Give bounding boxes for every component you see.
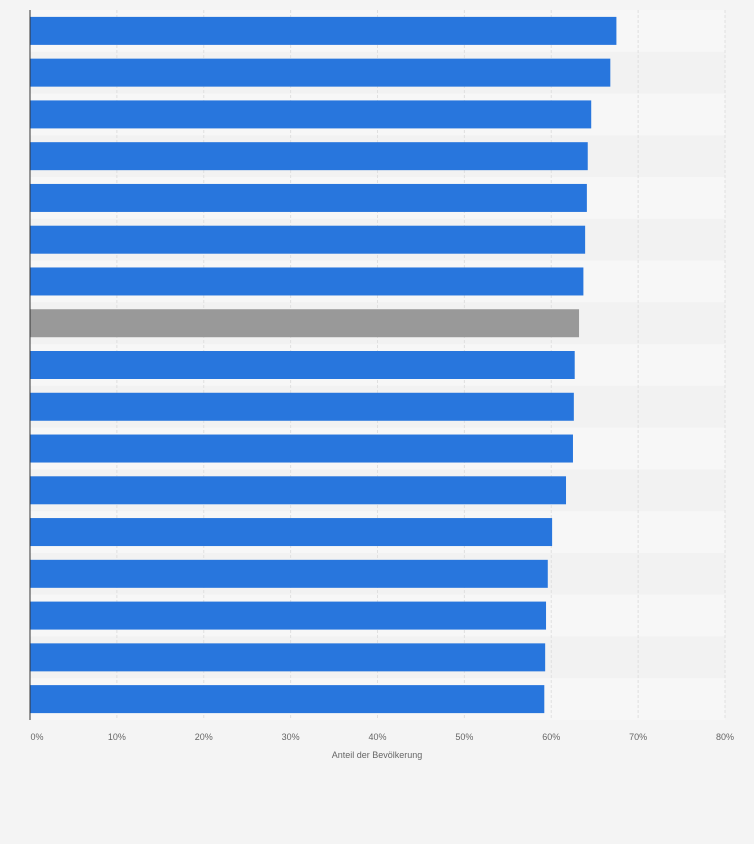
bar[interactable] [30,601,547,630]
bar[interactable] [30,643,546,672]
x-tick-label: 80% [716,732,734,742]
bars [30,16,617,714]
bar[interactable] [30,518,553,547]
bar[interactable] [30,100,592,129]
bar[interactable] [30,183,587,212]
x-tick-label: 70% [629,732,647,742]
bar[interactable] [30,476,567,505]
bar-highlighted[interactable] [30,309,580,338]
bar[interactable] [30,434,573,463]
x-tick-label: 40% [368,732,386,742]
bar[interactable] [30,392,574,421]
bar[interactable] [30,225,586,254]
x-tick-label: 0% [30,732,43,742]
x-axis-title: Anteil der Bevölkerung [332,750,423,760]
bar[interactable] [30,16,617,45]
bar[interactable] [30,351,575,379]
bar[interactable] [30,58,611,87]
x-tick-labels: 0% 10% 20% 30% 40% 50% 60% 70% 80% [30,732,734,742]
bar[interactable] [30,267,584,296]
x-tick-label: 20% [195,732,213,742]
bar[interactable] [30,559,548,588]
x-tick-label: 30% [282,732,300,742]
x-tick-label: 50% [455,732,473,742]
bar[interactable] [30,142,588,171]
bar[interactable] [30,685,545,714]
x-tick-label: 60% [542,732,560,742]
x-tick-label: 10% [108,732,126,742]
